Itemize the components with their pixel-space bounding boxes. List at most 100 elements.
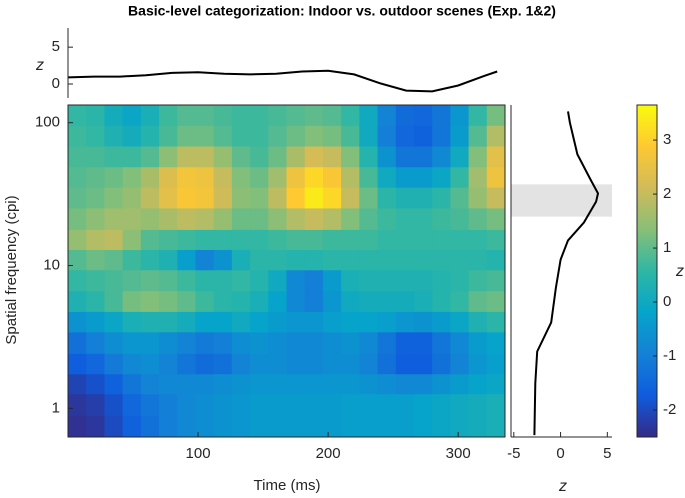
heatmap-cell	[177, 415, 196, 438]
heatmap-cell	[140, 105, 160, 127]
heatmap-cell	[413, 394, 433, 417]
heatmap-cell	[359, 291, 379, 313]
heatmap-cell	[213, 332, 233, 355]
heatmap-cell	[177, 249, 196, 271]
heatmap-cell	[68, 270, 87, 292]
heatmap-cell	[468, 353, 488, 375]
heatmap-cell	[195, 208, 215, 231]
heatmap-cell	[213, 229, 233, 251]
heatmap-cell	[104, 105, 124, 127]
heatmap-cell	[341, 187, 360, 209]
colorbar-tick-label: -1	[663, 347, 676, 364]
heatmap-cell	[377, 415, 397, 438]
heatmap-cell	[377, 332, 397, 355]
heatmap-cell	[304, 415, 324, 438]
heatmap-cell	[159, 311, 178, 333]
heatmap-cell	[450, 208, 470, 231]
heatmap-cell	[304, 394, 324, 417]
heatmap-cell	[486, 125, 506, 148]
heatmap-cell	[432, 270, 451, 292]
heatmap-cell	[395, 311, 415, 333]
heatmap-cell	[377, 125, 397, 148]
heatmap-cell	[250, 167, 269, 189]
heatmap-cell	[468, 374, 488, 395]
heatmap-cell	[159, 208, 178, 231]
heatmap-cell	[413, 208, 433, 231]
heatmap-cell	[177, 332, 196, 355]
heatmap-cell	[140, 270, 160, 292]
x-tick-label: -5	[507, 445, 520, 462]
heatmap-cell	[68, 332, 87, 355]
heatmap-cell	[322, 374, 342, 395]
heatmap-cell	[195, 187, 215, 209]
heatmap-cell	[104, 249, 124, 271]
heatmap-cell	[86, 105, 105, 127]
heatmap-cell	[159, 353, 178, 375]
chart-title: Basic-level categorization: Indoor vs. o…	[128, 3, 556, 19]
heatmap-cell	[213, 311, 233, 333]
heatmap-cell	[286, 394, 306, 417]
heatmap-cell	[86, 374, 105, 395]
heatmap-cell	[195, 270, 215, 292]
heatmap-cell	[104, 125, 124, 148]
heatmap-cell	[432, 208, 451, 231]
heatmap-cell	[268, 291, 287, 313]
heatmap-cell	[286, 374, 306, 395]
heatmap-cell	[268, 332, 287, 355]
heatmap-cell	[432, 249, 451, 271]
heatmap-cell	[140, 332, 160, 355]
heatmap-cell	[395, 105, 415, 127]
heatmap-cell	[286, 270, 306, 292]
heatmap-cell	[250, 353, 269, 375]
heatmap-cell	[86, 270, 105, 292]
heatmap-cell	[140, 208, 160, 231]
heatmap-cell	[268, 374, 287, 395]
heatmap-cell	[304, 374, 324, 395]
heatmap-cell	[432, 146, 451, 168]
heatmap-cell	[450, 187, 470, 209]
heatmap-cell	[341, 146, 360, 168]
heatmap-cell	[122, 311, 142, 333]
heatmap-cell	[450, 105, 470, 127]
heatmap-cell	[413, 374, 433, 395]
heatmap-cell	[486, 249, 506, 271]
heatmap-cell	[213, 374, 233, 395]
heatmap-cell	[432, 353, 451, 375]
heatmap-cell	[322, 105, 342, 127]
y-tick-label: 0	[52, 75, 60, 92]
heatmap-cell	[159, 125, 178, 148]
heatmap-cell	[486, 332, 506, 355]
heatmap-cell	[231, 415, 251, 438]
heatmap-cell	[468, 125, 488, 148]
heatmap-cell	[395, 374, 415, 395]
heatmap-cell	[486, 270, 506, 292]
heatmap-cell	[322, 208, 342, 231]
heatmap-cell	[341, 394, 360, 417]
heatmap-cell	[450, 125, 470, 148]
heatmap-cell	[122, 125, 142, 148]
heatmap-cell	[268, 105, 287, 127]
heatmap-cell	[86, 146, 105, 168]
heatmap-cell	[413, 291, 433, 313]
heatmap-cell	[286, 208, 306, 231]
heatmap-cell	[413, 146, 433, 168]
heatmap-cell	[286, 311, 306, 333]
x-axis-label: z	[558, 478, 567, 495]
heatmap-cell	[159, 167, 178, 189]
line	[533, 111, 600, 436]
heatmap-cell	[68, 146, 87, 168]
heatmap-cell	[322, 270, 342, 292]
colorbar-tick-label: 3	[663, 131, 671, 148]
heatmap-cell	[304, 353, 324, 375]
heatmap-cell	[68, 167, 87, 189]
heatmap-cell	[231, 167, 251, 189]
heatmap-cell	[304, 167, 324, 189]
heatmap-cell	[468, 249, 488, 271]
heatmap-cell	[177, 353, 196, 375]
heatmap-cell	[213, 394, 233, 417]
heatmap-cell	[250, 105, 269, 127]
heatmap-cell	[104, 229, 124, 251]
heatmap-cell	[322, 229, 342, 251]
heatmap-cell	[304, 311, 324, 333]
